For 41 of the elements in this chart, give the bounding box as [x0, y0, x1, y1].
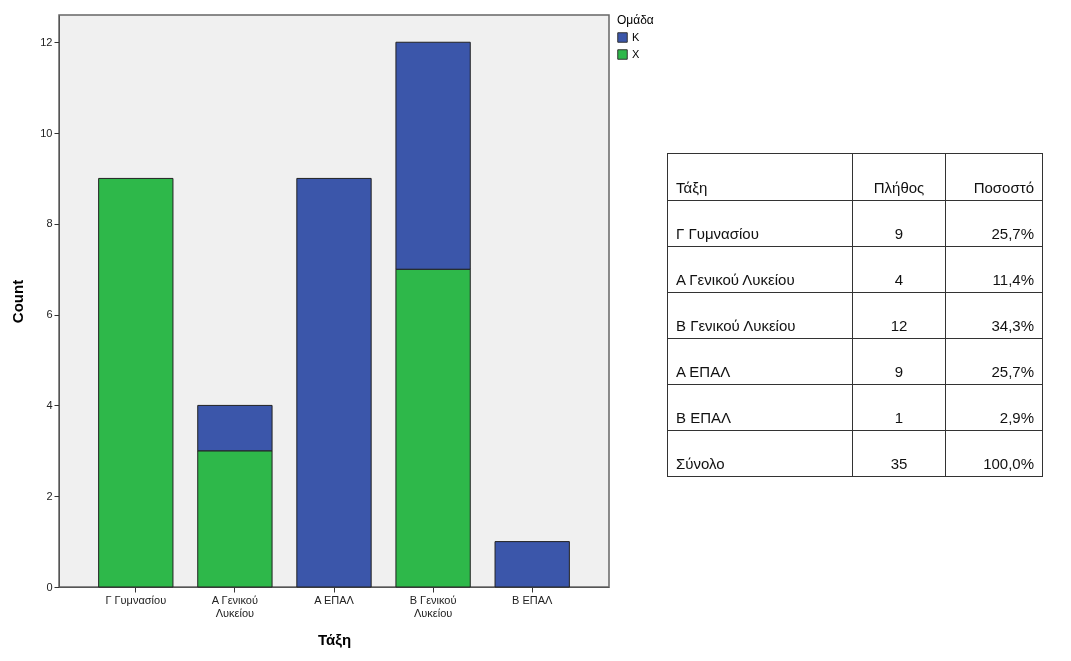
- text: 9: [852, 338, 946, 385]
- y-tick-label: 6: [46, 308, 53, 321]
- x-tick-label: Α Γενικού Λυκείου: [211, 593, 258, 619]
- bar: [98, 177, 174, 588]
- text: 25,7%: [945, 338, 1043, 385]
- text: 25,7%: [945, 200, 1043, 247]
- text: Σύνολο: [667, 430, 853, 477]
- text: 11,4%: [945, 246, 1043, 293]
- y-tick-label: 12: [40, 35, 53, 48]
- x-tick-label: Β Γενικού Λυκείου: [409, 593, 457, 619]
- y-tick-label: 10: [40, 126, 53, 139]
- text: 9: [852, 200, 946, 247]
- text: 4: [852, 246, 946, 293]
- text: Γ Γυμνασίου: [667, 200, 853, 247]
- x-tick-label: Γ Γυμνασίου: [105, 593, 167, 606]
- text: Τάξη: [667, 153, 853, 201]
- text: Α ΕΠΑΛ: [667, 338, 853, 385]
- text: Α Γενικού Λυκείου: [667, 246, 853, 293]
- y-tick-label: 2: [46, 489, 53, 502]
- legend-label: Κ: [632, 30, 640, 43]
- legend-label: Χ: [632, 47, 640, 60]
- x-axis-title: Τάξη: [317, 630, 352, 648]
- x-tick-label: Β ΕΠΑΛ: [512, 593, 554, 606]
- text: 2,9%: [945, 384, 1043, 431]
- text: Β ΕΠΑΛ: [667, 384, 853, 431]
- text: 34,3%: [945, 292, 1043, 339]
- y-tick-label: 0: [46, 580, 53, 593]
- y-tick-label: 8: [46, 217, 53, 230]
- text: Β Γενικού Λυκείου: [667, 292, 853, 339]
- text: 35: [852, 430, 946, 477]
- y-tick-label: 4: [46, 398, 53, 411]
- bar: [296, 177, 372, 588]
- text: 12: [852, 292, 946, 339]
- x-tick-label: Α ΕΠΑΛ: [314, 593, 355, 606]
- text: Ποσοστό: [945, 153, 1043, 201]
- text: 1: [852, 384, 946, 431]
- text: 100,0%: [945, 430, 1043, 477]
- text: Πλήθος: [852, 153, 946, 201]
- legend-title: Ομάδα: [617, 13, 654, 27]
- y-axis-title: Count: [9, 279, 27, 324]
- bar: [494, 541, 570, 588]
